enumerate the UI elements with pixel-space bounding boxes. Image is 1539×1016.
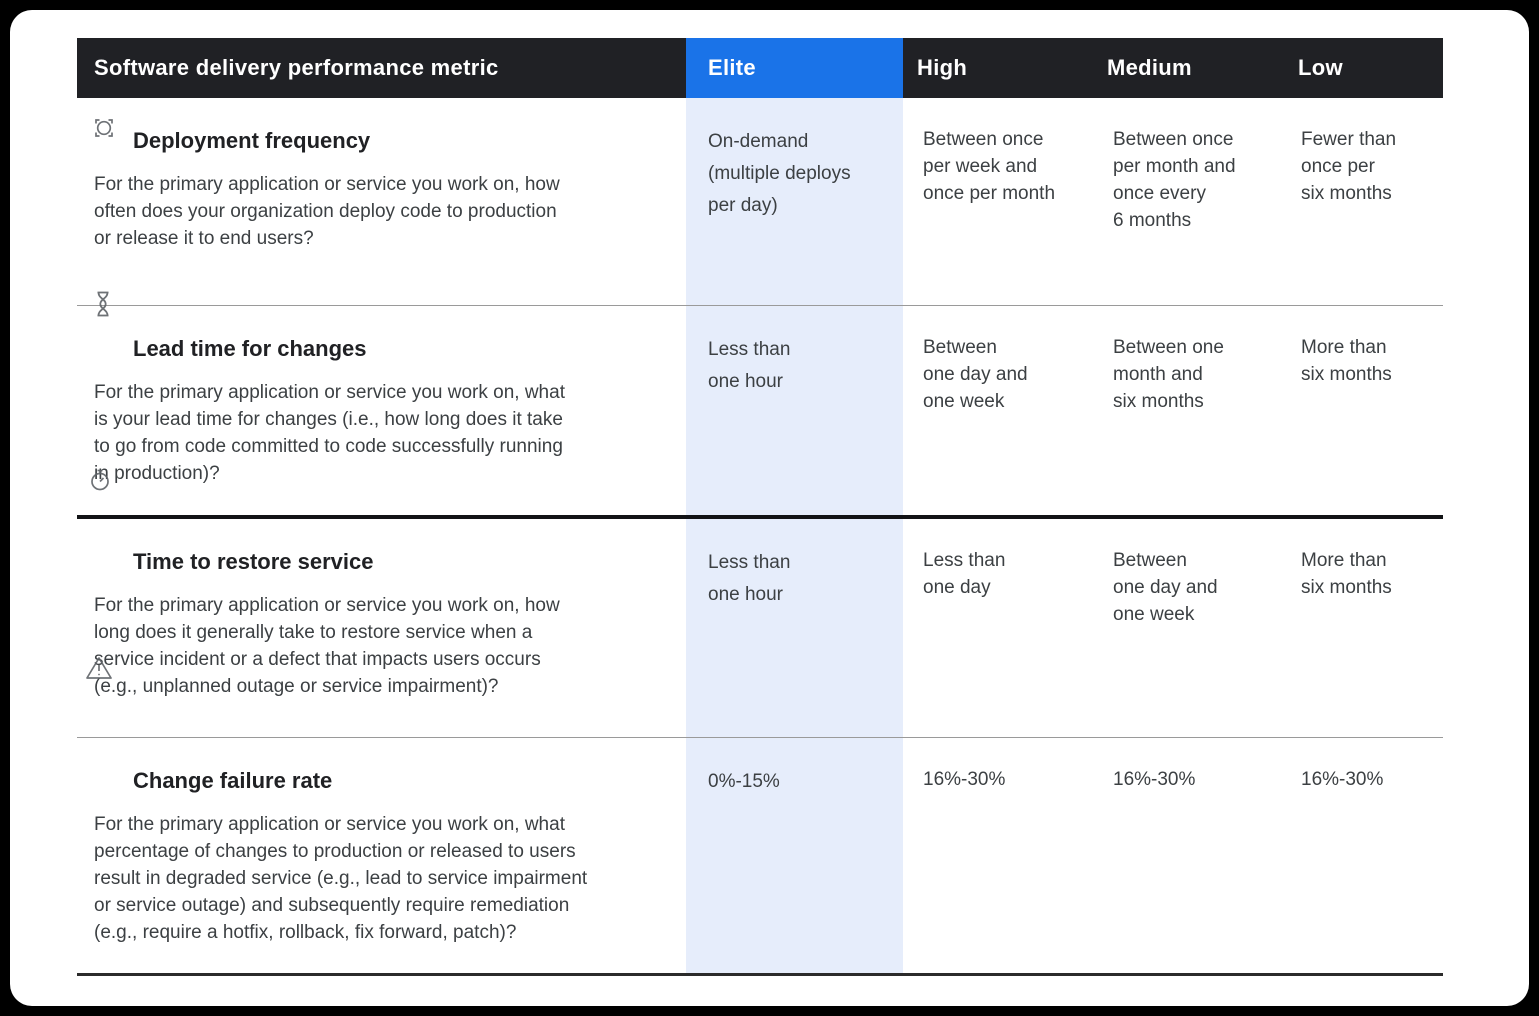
metric-title: Lead time for changes — [133, 336, 367, 361]
value-cell-low: 16%-30% — [1301, 769, 1384, 790]
metric-description: For the primary application or service y… — [94, 382, 565, 484]
table-row-change-failure-rate: Change failure rate For the primary appl… — [77, 737, 1443, 973]
value-cell-medium: Between one month and six months — [1113, 337, 1224, 412]
table-bottom-border — [77, 973, 1443, 976]
dora-metrics-table: Software delivery performance metric Eli… — [77, 38, 1443, 976]
table-row-lead-time: Lead time for changes For the primary ap… — [77, 305, 1443, 515]
value-cell-medium: 16%-30% — [1113, 769, 1196, 790]
warning-triangle-icon — [85, 655, 113, 681]
table-row-deployment-frequency: Deployment frequency For the primary app… — [77, 98, 1443, 305]
elite-column-highlight — [686, 98, 903, 973]
deployment-frequency-icon — [92, 116, 116, 140]
value-cell-high: Between one day and one week — [923, 337, 1028, 412]
metric-cell: Deployment frequency For the primary app… — [77, 98, 686, 305]
value-cell-medium: Between once per month and once every 6 … — [1113, 129, 1236, 231]
metric-title: Time to restore service — [133, 549, 374, 574]
value-cell-high: Between once per week and once per month — [923, 129, 1056, 204]
value-cell-elite: 0%-15% — [708, 771, 780, 792]
metric-description: For the primary application or service y… — [94, 814, 588, 943]
value-cell-elite: Less than one hour — [708, 339, 791, 392]
content-panel: Software delivery performance metric Eli… — [10, 10, 1529, 1006]
column-header-high: High — [903, 38, 1093, 98]
column-header-low: Low — [1288, 38, 1443, 98]
column-header-elite: Elite — [686, 38, 903, 98]
stopwatch-icon — [87, 467, 113, 493]
metric-column-header: Software delivery performance metric — [77, 38, 686, 98]
table-row-time-to-restore: Time to restore service For the primary … — [77, 515, 1443, 737]
metric-cell: Lead time for changes For the primary ap… — [77, 306, 686, 515]
value-cell-elite: Less than one hour — [708, 552, 791, 605]
metric-description: For the primary application or service y… — [94, 595, 560, 697]
metric-title: Change failure rate — [133, 768, 333, 793]
metric-cell: Time to restore service For the primary … — [77, 519, 686, 737]
value-cell-medium: Between one day and one week — [1113, 550, 1218, 625]
value-cell-high: Less than one day — [923, 550, 1006, 598]
value-cell-elite: On-demand (multiple deploys per day) — [708, 131, 851, 216]
metric-cell: Change failure rate For the primary appl… — [77, 738, 686, 973]
value-cell-low: More than six months — [1301, 337, 1392, 385]
column-header-medium: Medium — [1093, 38, 1288, 98]
value-cell-high: 16%-30% — [923, 769, 1006, 790]
value-cell-low: Fewer than once per six months — [1301, 129, 1397, 204]
value-cell-low: More than six months — [1301, 550, 1392, 598]
hourglass-icon — [91, 289, 115, 319]
metric-title: Deployment frequency — [133, 128, 371, 153]
metric-description: For the primary application or service y… — [94, 174, 560, 249]
table-header-row: Software delivery performance metric Eli… — [77, 38, 1443, 98]
